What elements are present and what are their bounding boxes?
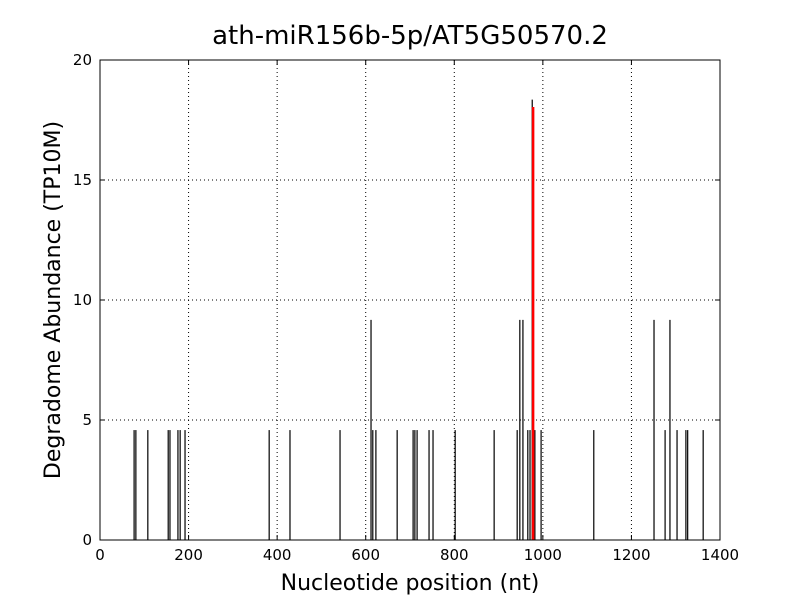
y-axis-label: Degradome Abundance (TP10M) — [41, 121, 66, 479]
y-tick-label: 20 — [73, 51, 92, 69]
x-axis-label: Nucleotide position (nt) — [281, 571, 540, 596]
x-tick-label: 800 — [440, 546, 469, 564]
x-tick-label: 1200 — [612, 546, 650, 564]
y-tick-label: 0 — [82, 531, 92, 549]
y-tick-label: 10 — [73, 291, 92, 309]
x-tick-label: 600 — [351, 546, 380, 564]
y-tick-label: 5 — [82, 411, 92, 429]
plot-frame — [99, 59, 721, 541]
x-tick-label: 0 — [95, 546, 105, 564]
x-tick-label: 1000 — [524, 546, 562, 564]
y-tick-label: 15 — [73, 171, 92, 189]
x-tick-label: 400 — [263, 546, 292, 564]
x-tick-label: 1400 — [701, 546, 739, 564]
x-tick-label: 200 — [174, 546, 203, 564]
chart-title: ath-miR156b-5p/AT5G50570.2 — [212, 21, 608, 51]
